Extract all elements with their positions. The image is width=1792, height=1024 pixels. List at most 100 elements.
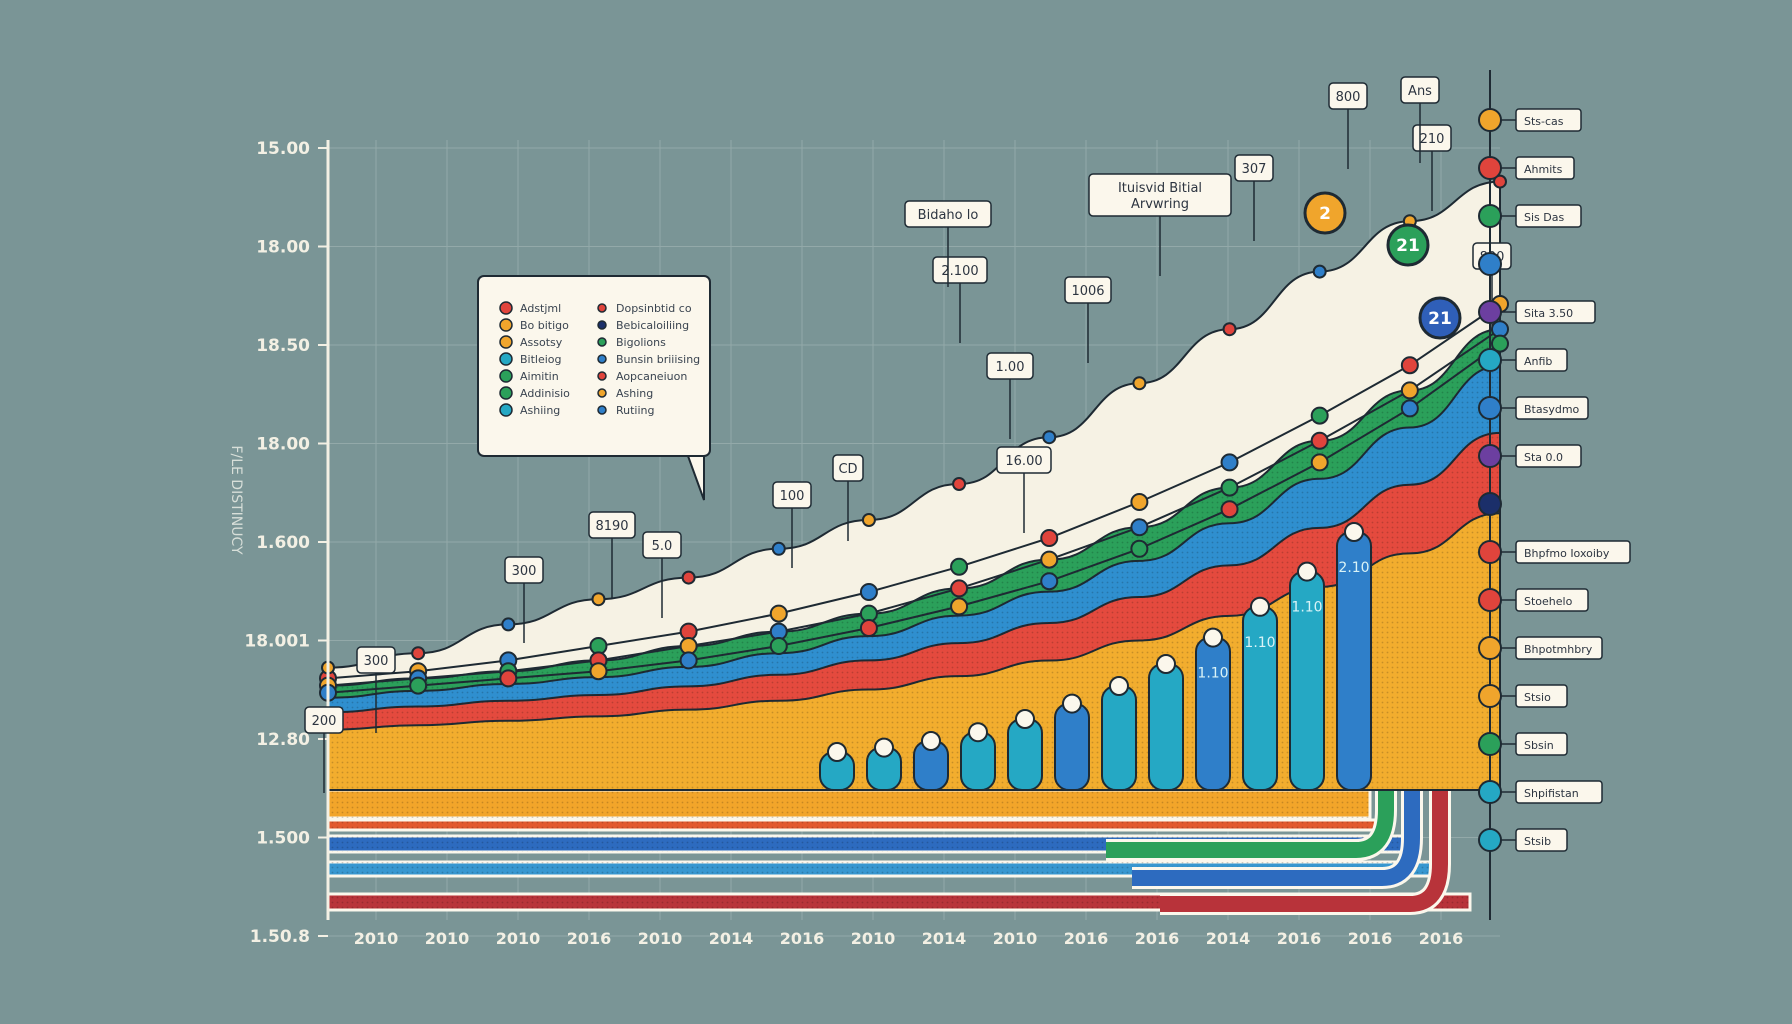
y-tick-label: 1.600 xyxy=(256,533,310,553)
series-marker xyxy=(409,676,428,695)
series-marker xyxy=(1310,453,1329,472)
series-marker xyxy=(1310,406,1329,425)
series-lines: 2 21 21 xyxy=(319,174,1509,702)
series-marker xyxy=(950,579,969,598)
legend-label: Dopsinbtid co xyxy=(616,302,692,315)
x-tick-label: 2016 xyxy=(780,929,825,948)
series-marker xyxy=(859,583,878,601)
series-marker xyxy=(1310,431,1329,450)
bar-cap xyxy=(827,742,847,762)
callout: 307 xyxy=(1234,154,1274,241)
callout-boxes: 200 300 300 8190 5.0 100 CD 16.00 1.00 2.100 Bidah… xyxy=(304,76,1512,793)
side-legend-dot xyxy=(1478,252,1502,276)
y-tick-label: 1.50.8 xyxy=(250,927,310,947)
series-marker xyxy=(769,637,788,655)
side-legend-label: Bhpotmhbry xyxy=(1524,643,1593,656)
side-legend-box xyxy=(1515,396,1589,420)
bar xyxy=(1195,636,1231,791)
series-marker xyxy=(1040,529,1059,547)
series-line xyxy=(327,303,1501,680)
callout: Bidaho lo xyxy=(904,200,992,287)
top-marker xyxy=(1042,430,1057,445)
legend-swatch xyxy=(499,335,513,349)
side-legend-label: Stsib xyxy=(1524,835,1551,848)
legend-label: Addinisio xyxy=(520,387,570,400)
legend-swatch xyxy=(597,388,607,398)
top-marker xyxy=(952,477,967,491)
side-legend-box xyxy=(1515,156,1575,180)
callout-text: 8190 xyxy=(595,519,628,534)
y-tick-label: 18.001 xyxy=(244,632,310,652)
side-legend-label: Sita 3.50 xyxy=(1524,307,1573,320)
callout: 210 xyxy=(1412,124,1452,211)
bar-cap xyxy=(874,737,894,758)
legend-label: Ashiing xyxy=(520,404,560,417)
callout-text: Ans xyxy=(1408,84,1432,99)
series-marker xyxy=(589,662,608,681)
bar-cap xyxy=(1297,561,1317,582)
side-legend-label: Sta 0.0 xyxy=(1524,451,1563,464)
side-legend-label: Btasydmo xyxy=(1524,403,1580,416)
legend-label: Bebicaloiliing xyxy=(616,319,689,332)
legend-swatch xyxy=(597,303,607,313)
side-legend-dot xyxy=(1478,636,1502,660)
callout-box xyxy=(1064,276,1112,304)
legend-label: Aopcaneiuon xyxy=(616,370,687,383)
x-tick-label: 2016 xyxy=(567,929,612,948)
top-marker xyxy=(411,646,426,661)
series-marker xyxy=(769,604,788,623)
y-tick-label: 12.80 xyxy=(256,730,310,750)
callout-text: 200 xyxy=(312,714,337,729)
series-marker xyxy=(1040,572,1059,591)
big-badge xyxy=(1386,223,1430,267)
side-legend: Sts-cas Ahmits Sis Das Sita 3.50 Anfib Btasyd… xyxy=(1478,70,1631,920)
callout: 800 xyxy=(1328,82,1368,169)
callout: 8190 xyxy=(588,511,636,598)
y-tick-label: 18.50 xyxy=(256,336,310,356)
callout-text: CD xyxy=(838,462,857,477)
bar-cap xyxy=(1109,676,1129,696)
callout-box xyxy=(588,511,636,539)
side-legend-dot xyxy=(1478,588,1502,612)
legend-label: Bo bitigo xyxy=(520,319,569,332)
side-legend-label: Stoehelo xyxy=(1524,595,1573,608)
legend: Adstjml Bo bitigo Assotsy Bitleiog Aimitin Ad… xyxy=(477,275,711,501)
side-legend-box xyxy=(1515,540,1631,564)
callout: 100 xyxy=(772,481,812,568)
top-marker xyxy=(501,617,516,632)
legend-swatch xyxy=(499,369,513,383)
x-tick-label: 2016 xyxy=(1419,929,1464,948)
big-badge xyxy=(1418,296,1462,340)
series-line xyxy=(327,328,1501,687)
top-marker xyxy=(1493,174,1507,189)
series-marker xyxy=(1220,453,1239,472)
side-legend-label: Sbsin xyxy=(1524,739,1554,752)
side-legend-dot xyxy=(1478,108,1502,132)
series-marker xyxy=(679,651,698,670)
legend-swatch xyxy=(597,354,607,364)
bar-columns: 1.10 1.10 1.10 2.10 xyxy=(819,522,1372,792)
bar-cap xyxy=(1203,627,1223,648)
callout: Ituisvid Bitial Arvwring xyxy=(1088,173,1232,276)
side-legend-dot xyxy=(1478,780,1502,804)
wrap-band xyxy=(1132,318,1420,886)
legend-swatch xyxy=(499,318,513,332)
side-legend-dot xyxy=(1478,396,1502,420)
callout-text: Bidaho lo xyxy=(918,208,979,223)
legend-swatch xyxy=(597,405,607,415)
side-legend-box xyxy=(1515,348,1568,372)
legend-swatch xyxy=(597,320,607,330)
side-legend-dot xyxy=(1478,684,1502,708)
callout-box xyxy=(932,256,988,284)
side-legend-label: Shpifistan xyxy=(1524,787,1579,800)
legend-swatch xyxy=(499,352,513,366)
series-marker xyxy=(1130,539,1149,558)
x-tick-label: 2016 xyxy=(1348,929,1393,948)
callout: 5.0 xyxy=(642,531,682,618)
callout-box xyxy=(904,200,992,228)
y-tick-label: 18.00 xyxy=(256,435,310,455)
side-legend-dot xyxy=(1478,204,1502,228)
side-legend-label: Sts-cas xyxy=(1524,115,1564,128)
bar-label: 1.10 xyxy=(1197,666,1228,682)
